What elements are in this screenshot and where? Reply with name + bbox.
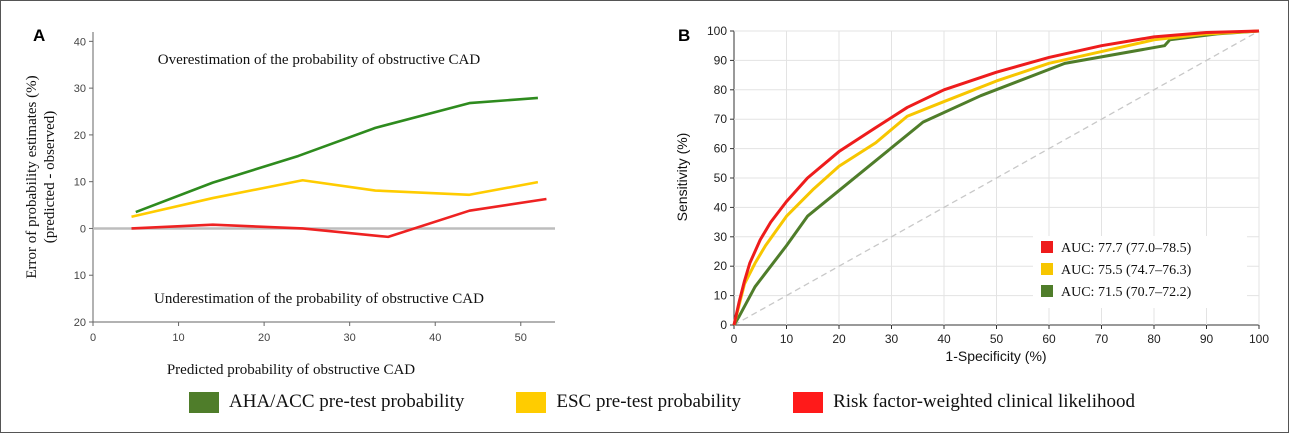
panel-a-y-axis-title-line1: Error of probability estimates (%) bbox=[24, 75, 40, 278]
panel-b-y-axis-title: Sensitivity (%) bbox=[674, 133, 690, 222]
x-tick-label: 80 bbox=[1147, 332, 1161, 346]
diagonal-reference-line bbox=[733, 30, 1260, 326]
x-tick-label: 20 bbox=[258, 332, 270, 344]
x-tick-label: 30 bbox=[885, 332, 899, 346]
legend-label-aha: AHA/ACC pre-test probability bbox=[229, 391, 465, 412]
panel-a-letter: A bbox=[33, 26, 45, 45]
panel-b: B 0 10 20 30 40 50 60 70 80 90 100 0 10 20 30 40 50 60 70 8… bbox=[674, 24, 1269, 364]
underestimation-annotation: Underestimation of the probability of ob… bbox=[154, 291, 484, 307]
y-tick-label: 0 bbox=[720, 318, 727, 332]
roc-curve-aha_roc bbox=[732, 29, 1260, 326]
legend-label-rf: Risk factor-weighted clinical likelihood bbox=[833, 391, 1136, 412]
x-tick-label: 0 bbox=[90, 332, 96, 344]
y-tick-label: 100 bbox=[707, 24, 727, 38]
x-tick-label: 10 bbox=[780, 332, 794, 346]
y-tick-label: 20 bbox=[74, 317, 86, 329]
legend-swatch-rf bbox=[793, 391, 824, 413]
panel-a-plot-area bbox=[93, 32, 555, 322]
panel-a-ticks: 0 10 20 30 40 50 40 30 20 10 0 10 20 bbox=[74, 36, 527, 344]
y-tick-label: 20 bbox=[714, 259, 728, 273]
figure-legend: AHA/ACC pre-test probability ESC pre-tes… bbox=[189, 387, 1135, 417]
y-tick-label: 80 bbox=[714, 83, 728, 97]
auc-legend-label-aha_roc: AUC: 71.5 (70.7–72.2) bbox=[1061, 285, 1192, 300]
x-tick-label: 0 bbox=[731, 332, 738, 346]
y-tick-label: 40 bbox=[74, 36, 86, 48]
x-tick-label: 50 bbox=[990, 332, 1004, 346]
auc-legend-swatch-aha_roc bbox=[1041, 285, 1053, 297]
x-tick-label: 100 bbox=[1249, 332, 1269, 346]
legend-swatch-aha bbox=[189, 391, 219, 413]
panel-a-series bbox=[93, 96, 555, 239]
series-line-aha bbox=[135, 96, 538, 214]
x-tick-label: 10 bbox=[172, 332, 184, 344]
y-tick-label: 20 bbox=[74, 130, 86, 142]
panel-b-letter: B bbox=[678, 26, 690, 45]
auc-legend-label-rf_roc: AUC: 77.7 (77.0–78.5) bbox=[1061, 241, 1192, 256]
auc-legend-label-esc_roc: AUC: 75.5 (74.7–76.3) bbox=[1061, 263, 1192, 278]
legend-swatch-esc bbox=[516, 391, 547, 413]
legend-label-esc: ESC pre-test probability bbox=[556, 391, 742, 412]
y-tick-label: 30 bbox=[714, 230, 728, 244]
y-tick-label: 30 bbox=[74, 83, 86, 95]
x-tick-label: 70 bbox=[1095, 332, 1109, 346]
panel-b-auc-legend: AUC: 77.7 (77.0–78.5) AUC: 75.5 (74.7–76.… bbox=[1033, 236, 1247, 308]
y-tick-label: 50 bbox=[714, 171, 728, 185]
y-tick-label: 10 bbox=[714, 289, 728, 303]
roc-curve-rf_roc bbox=[732, 29, 1260, 326]
overestimation-annotation: Overestimation of the probability of obs… bbox=[158, 52, 481, 68]
panel-a-x-axis-title: Predicted probability of obstructive CAD bbox=[167, 362, 415, 378]
auc-legend-swatch-rf_roc bbox=[1041, 241, 1053, 253]
y-tick-label: 70 bbox=[714, 112, 728, 126]
y-tick-label: 10 bbox=[74, 270, 86, 282]
x-tick-label: 40 bbox=[429, 332, 441, 344]
panel-b-x-axis-title: 1-Specificity (%) bbox=[945, 348, 1046, 364]
auc-legend-background bbox=[1033, 236, 1247, 308]
legend-item-rf: Risk factor-weighted clinical likelihood bbox=[793, 391, 1135, 413]
panel-a-y-axis-title-line2: (predicted - observed) bbox=[42, 111, 58, 243]
y-tick-label: 0 bbox=[80, 223, 86, 235]
y-tick-label: 10 bbox=[74, 177, 86, 189]
series-line-rf bbox=[131, 197, 547, 239]
panel-b-ticks: 0 10 20 30 40 50 60 70 80 90 100 0 10 20 30 40 50 60 70 80 9… bbox=[707, 24, 1269, 346]
roc-curve-esc_roc bbox=[732, 29, 1260, 326]
legend-item-esc: ESC pre-test probability bbox=[516, 391, 741, 413]
x-tick-label: 40 bbox=[937, 332, 951, 346]
x-tick-label: 60 bbox=[1042, 332, 1056, 346]
x-tick-label: 90 bbox=[1200, 332, 1214, 346]
panel-b-series bbox=[732, 29, 1260, 326]
auc-legend-swatch-esc_roc bbox=[1041, 263, 1053, 275]
y-tick-label: 90 bbox=[714, 53, 728, 67]
y-tick-label: 60 bbox=[714, 142, 728, 156]
x-tick-label: 20 bbox=[832, 332, 846, 346]
y-tick-label: 40 bbox=[714, 200, 728, 214]
x-tick-label: 50 bbox=[515, 332, 527, 344]
x-tick-label: 30 bbox=[344, 332, 356, 344]
legend-item-aha: AHA/ACC pre-test probability bbox=[189, 391, 464, 413]
series-line-esc bbox=[131, 178, 539, 219]
panel-a: A Overestimation of the probability of o… bbox=[24, 26, 555, 378]
